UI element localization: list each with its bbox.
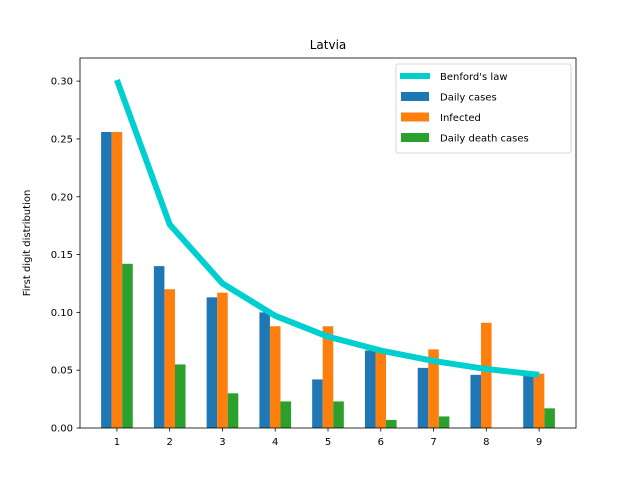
bar-daily-cases-1: [101, 132, 112, 428]
bar-daily-cases-4: [259, 312, 270, 429]
bar-infected-7: [428, 349, 439, 429]
y-tick-label-0.00: 0.00: [51, 424, 73, 435]
y-axis-label: First digit distribution: [22, 190, 33, 297]
bar-daily-death-cases-9: [544, 408, 555, 428]
legend-label-daily-cases: Daily cases: [440, 93, 497, 104]
x-tick-label-6: 6: [378, 437, 384, 448]
x-tick-label-9: 9: [536, 437, 542, 448]
x-tick-label-2: 2: [167, 437, 173, 448]
x-tick-label-1: 1: [114, 437, 120, 448]
legend: Benford's law Daily cases Infected Daily de…: [395, 63, 572, 154]
legend-swatch-infected: [401, 112, 429, 122]
legend-swatch-daily-death-cases: [401, 133, 429, 142]
y-tick-label-0.10: 0.10: [51, 308, 73, 319]
bar-daily-death-cases-6: [386, 419, 397, 428]
y-tick-label-0.25: 0.25: [51, 134, 73, 145]
bar-infected-1: [111, 132, 123, 428]
bar-daily-death-cases-3: [227, 393, 239, 428]
bars-group: [101, 132, 555, 429]
bar-daily-death-cases-1: [122, 263, 133, 428]
y-tick-label-0.30: 0.30: [51, 77, 73, 88]
bar-daily-cases-2: [153, 266, 165, 429]
x-tick-label-7: 7: [430, 437, 436, 448]
y-tick-label-0.05: 0.05: [51, 366, 73, 377]
chart-title: Latvia: [310, 38, 347, 52]
y-tick-label-0.20: 0.20: [51, 192, 73, 203]
bar-daily-cases-5: [312, 379, 323, 428]
x-tick-label-4: 4: [272, 437, 278, 448]
bar-daily-cases-8: [470, 374, 482, 428]
bar-daily-cases-9: [523, 374, 534, 428]
benford-line-group: [114, 78, 540, 378]
bar-daily-death-cases-7: [438, 416, 450, 428]
x-tick-label-8: 8: [483, 437, 489, 448]
bar-infected-3: [217, 292, 228, 428]
benford-line: [114, 78, 540, 378]
legend-box: [395, 63, 572, 154]
bar-daily-death-cases-2: [174, 364, 186, 428]
legend-swatch-daily-cases: [401, 92, 429, 101]
x-tick-label-5: 5: [325, 437, 331, 448]
bar-infected-2: [164, 289, 175, 428]
legend-label-benford-s-law: Benford's law: [440, 72, 508, 83]
axes-group: 1 2 3 4 5 6 7 8 9 0.00 0.05 0.10 0.15 0.20 0.25 0.30: [51, 57, 577, 448]
x-tick-label-3: 3: [219, 437, 225, 448]
bar-infected-8: [481, 322, 492, 428]
bar-daily-death-cases-5: [333, 401, 344, 428]
bar-infected-6: [375, 350, 387, 428]
bar-daily-cases-6: [364, 350, 376, 428]
y-tick-label-0.15: 0.15: [51, 250, 73, 261]
bar-daily-cases-3: [206, 297, 218, 428]
bar-daily-death-cases-4: [280, 401, 292, 428]
bar-daily-cases-7: [417, 367, 429, 429]
bar-infected-9: [533, 373, 545, 428]
bar-infected-5: [322, 326, 334, 428]
bar-infected-4: [269, 326, 281, 428]
legend-label-daily-death-cases: Daily death cases: [440, 134, 529, 145]
legend-label-infected: Infected: [440, 113, 481, 124]
